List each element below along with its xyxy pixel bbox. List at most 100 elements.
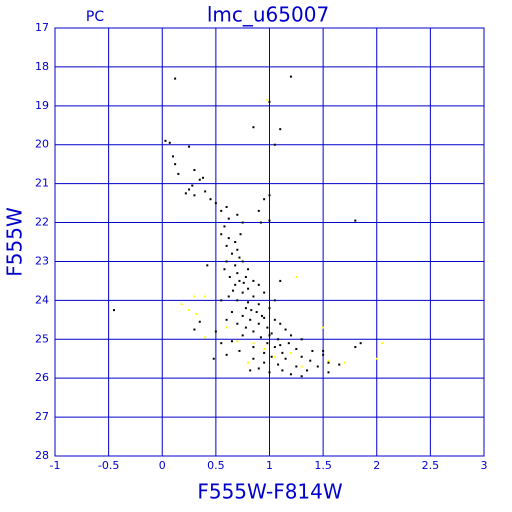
data-point bbox=[300, 365, 303, 368]
data-point bbox=[225, 326, 228, 329]
data-point bbox=[257, 367, 260, 370]
x-tick-label: 2 bbox=[373, 459, 380, 472]
x-tick-label: 0.5 bbox=[207, 459, 225, 472]
data-point bbox=[234, 283, 237, 286]
data-point bbox=[247, 361, 250, 364]
data-point bbox=[322, 349, 325, 352]
data-point bbox=[279, 344, 282, 347]
data-point bbox=[295, 348, 298, 350]
data-point bbox=[249, 369, 252, 372]
data-point bbox=[241, 221, 244, 224]
data-point bbox=[263, 348, 266, 350]
data-point bbox=[247, 268, 250, 271]
data-point bbox=[273, 318, 276, 321]
data-point bbox=[354, 219, 357, 222]
data-point bbox=[266, 326, 269, 329]
data-point bbox=[220, 299, 223, 302]
data-point bbox=[244, 276, 247, 279]
data-point bbox=[204, 336, 207, 339]
data-point bbox=[277, 338, 280, 341]
data-point bbox=[241, 291, 244, 294]
data-point bbox=[244, 326, 247, 329]
data-point bbox=[359, 342, 362, 345]
data-point bbox=[338, 363, 341, 366]
data-point bbox=[287, 342, 290, 345]
data-point bbox=[273, 355, 276, 358]
data-point bbox=[268, 100, 271, 103]
data-point bbox=[289, 75, 292, 78]
x-tick-label: 3 bbox=[481, 459, 488, 472]
data-point bbox=[242, 281, 245, 284]
data-point bbox=[266, 342, 269, 345]
data-point bbox=[279, 128, 282, 131]
y-tick-label: 21 bbox=[35, 177, 49, 190]
y-tick-label: 25 bbox=[35, 332, 49, 345]
data-point bbox=[225, 353, 228, 356]
data-point bbox=[257, 322, 260, 325]
data-point bbox=[236, 248, 239, 251]
data-point bbox=[220, 209, 223, 212]
data-point bbox=[220, 342, 223, 345]
data-point bbox=[259, 221, 262, 224]
data-point bbox=[234, 241, 237, 243]
data-point bbox=[252, 330, 255, 333]
data-point bbox=[257, 303, 260, 306]
data-point bbox=[309, 359, 312, 362]
data-point bbox=[209, 198, 212, 201]
data-point bbox=[239, 233, 242, 236]
data-point bbox=[268, 219, 271, 222]
data-point bbox=[263, 361, 266, 364]
data-point bbox=[273, 143, 276, 146]
data-point bbox=[236, 322, 239, 325]
data-point bbox=[295, 365, 298, 368]
data-point bbox=[228, 276, 231, 279]
data-point bbox=[171, 155, 174, 158]
data-point bbox=[214, 202, 217, 205]
x-axis-label: F555W-F814W bbox=[197, 480, 343, 504]
data-point bbox=[268, 194, 271, 197]
data-point bbox=[322, 353, 325, 356]
y-tick-label: 17 bbox=[35, 21, 49, 34]
data-point bbox=[375, 357, 378, 360]
data-point bbox=[270, 332, 273, 335]
data-point bbox=[193, 194, 196, 197]
data-point bbox=[202, 176, 205, 179]
x-tick-label: 0 bbox=[159, 459, 166, 472]
data-point bbox=[236, 299, 239, 302]
data-point bbox=[266, 98, 269, 101]
data-point bbox=[289, 351, 292, 354]
data-point bbox=[284, 328, 287, 331]
data-point bbox=[289, 334, 292, 337]
y-tick-label: 20 bbox=[35, 138, 49, 151]
data-point bbox=[238, 279, 241, 282]
data-point bbox=[316, 365, 319, 368]
data-point bbox=[191, 184, 194, 187]
y-tick-label: 23 bbox=[35, 254, 49, 267]
data-point bbox=[255, 311, 258, 314]
data-point bbox=[244, 307, 247, 310]
x-tick-label: 1 bbox=[266, 459, 273, 472]
data-point bbox=[184, 192, 187, 195]
data-point bbox=[236, 213, 239, 216]
data-point bbox=[381, 342, 384, 345]
data-point bbox=[322, 326, 325, 329]
data-point bbox=[289, 373, 292, 376]
data-point bbox=[227, 237, 230, 240]
data-point bbox=[252, 279, 255, 282]
data-point bbox=[206, 264, 209, 267]
data-point bbox=[252, 346, 255, 349]
data-point bbox=[300, 355, 303, 358]
data-point bbox=[270, 355, 273, 358]
data-point bbox=[212, 357, 215, 360]
data-point bbox=[195, 312, 198, 315]
data-point bbox=[252, 357, 255, 360]
data-point bbox=[273, 299, 276, 302]
data-point bbox=[230, 311, 233, 314]
data-point bbox=[225, 205, 228, 208]
y-tick-label: 19 bbox=[35, 99, 49, 112]
data-point bbox=[241, 334, 244, 337]
data-point bbox=[281, 369, 284, 372]
data-point bbox=[198, 320, 201, 323]
data-point bbox=[177, 172, 180, 175]
